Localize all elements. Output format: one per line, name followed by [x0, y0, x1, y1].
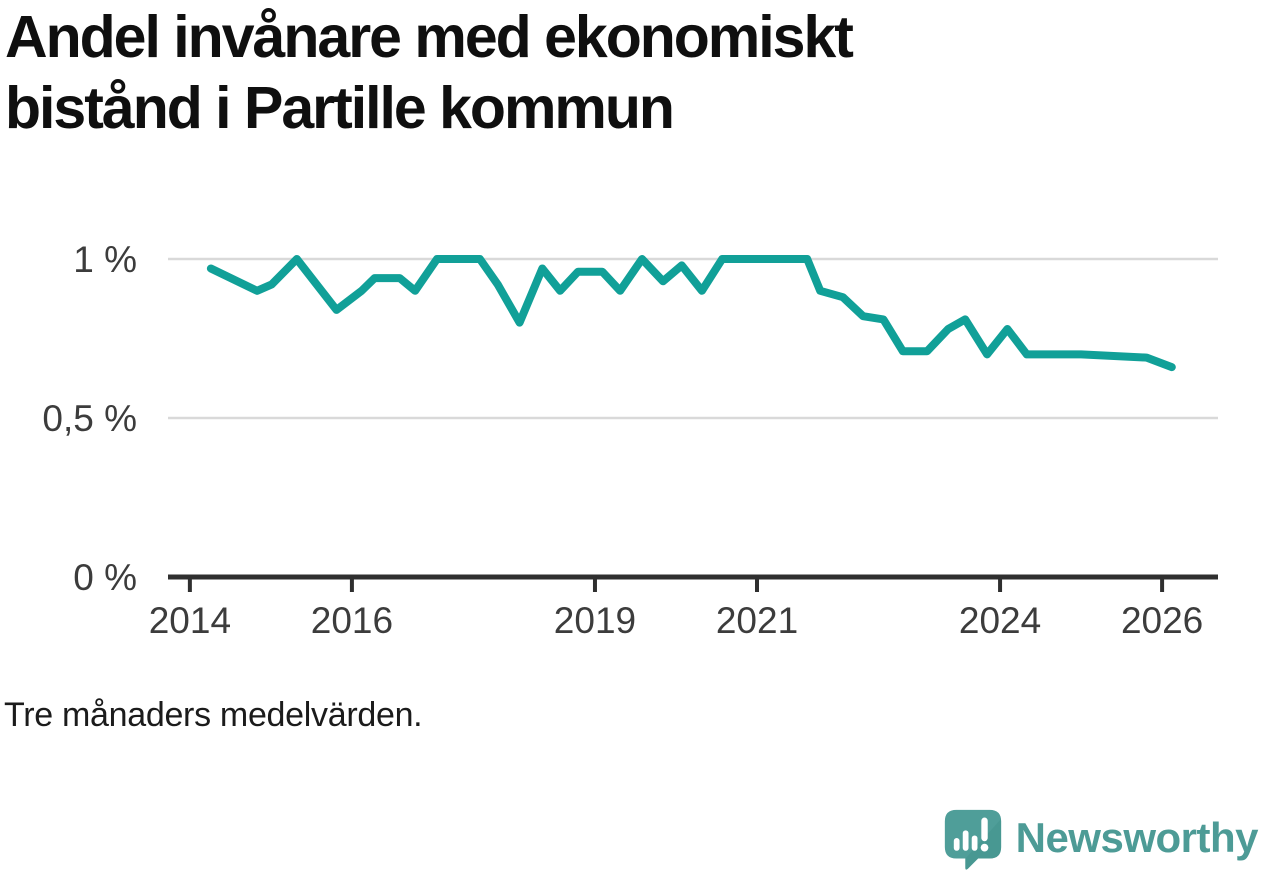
data-line-series	[206, 255, 1176, 372]
x-tick-label: 2024	[959, 600, 1041, 641]
gridlines	[168, 257, 1218, 420]
chart-title: Andel invånare med ekonomiskt bistånd i …	[5, 4, 854, 141]
x-tick-label: 2021	[716, 600, 798, 641]
x-axis-labels: 2014 2016 2019 2021 2024 2026	[149, 600, 1204, 641]
logo-bar-glyphs	[953, 817, 988, 852]
x-tick-label: 2014	[149, 600, 231, 641]
y-tick-label: 0 %	[73, 557, 137, 598]
x-axis	[168, 574, 1218, 592]
x-tick-label: 2016	[311, 600, 393, 641]
newsworthy-logo-text: Newsworthy	[1015, 814, 1259, 861]
newsworthy-logo: Newsworthy	[941, 805, 1259, 871]
y-tick-label: 0,5 %	[42, 398, 137, 439]
line-chart: 1 % 0,5 % 0 % 2014 2016 2019 2021 2024 2026	[42, 239, 1218, 641]
x-tick-label: 2026	[1121, 600, 1203, 641]
chart-footnote: Tre månaders medelvärden.	[4, 696, 423, 734]
y-axis-labels: 1 % 0,5 % 0 %	[42, 239, 137, 598]
newsworthy-bubble-chart-icon	[944, 809, 1001, 870]
x-tick-label: 2019	[554, 600, 636, 641]
y-tick-label: 1 %	[73, 239, 137, 280]
